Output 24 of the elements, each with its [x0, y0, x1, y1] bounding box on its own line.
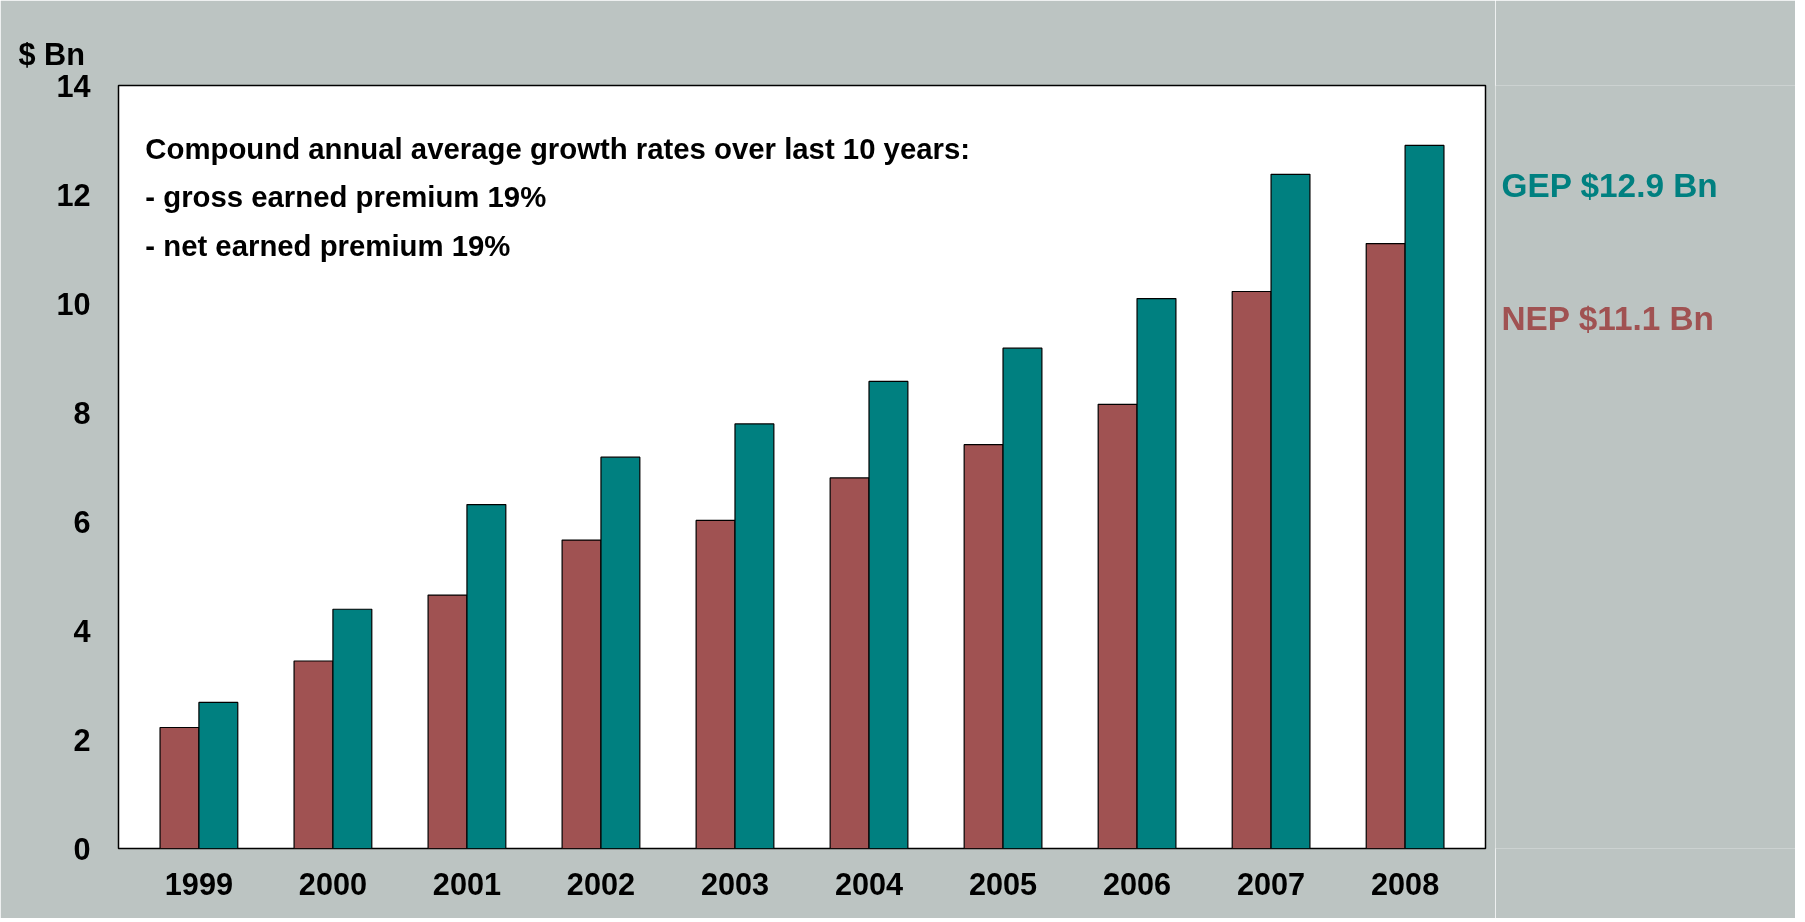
y-tick-label: 2	[73, 722, 91, 757]
annotation: - gross earned premium 19%	[145, 180, 547, 214]
x-tick-label: 2008	[1370, 866, 1440, 901]
annotation: Compound annual average growth rates over last 10 years:	[145, 131, 971, 165]
x-tick-label: 1999	[164, 866, 234, 901]
x-tick-label: 2000	[298, 866, 368, 901]
y-tick-label: 10	[56, 286, 91, 321]
annotation: - net earned premium 19%	[145, 228, 511, 262]
text: NEP $11.1 Bn	[1501, 300, 1714, 338]
y-tick-label: 12	[56, 177, 91, 212]
x-tick-label: 2001	[432, 866, 502, 901]
y-tick-label: 4	[73, 613, 91, 648]
y-tick-label: 14	[56, 68, 91, 103]
x-tick-label: 2002	[566, 866, 636, 901]
x-tick-label: 2003	[700, 866, 770, 901]
y-tick-label: 6	[73, 504, 91, 539]
y-tick-label: 0	[73, 831, 91, 866]
x-tick-label: 2004	[834, 866, 904, 901]
y-tick-label: 8	[73, 395, 91, 430]
x-tick-label: 2005	[968, 866, 1038, 901]
y-axis-title: $ Bn	[18, 36, 85, 71]
x-tick-label: 2006	[1102, 866, 1172, 901]
x-tick-label: 2007	[1236, 866, 1306, 901]
series-label: GEP $12.9 Bn	[1501, 166, 1718, 204]
